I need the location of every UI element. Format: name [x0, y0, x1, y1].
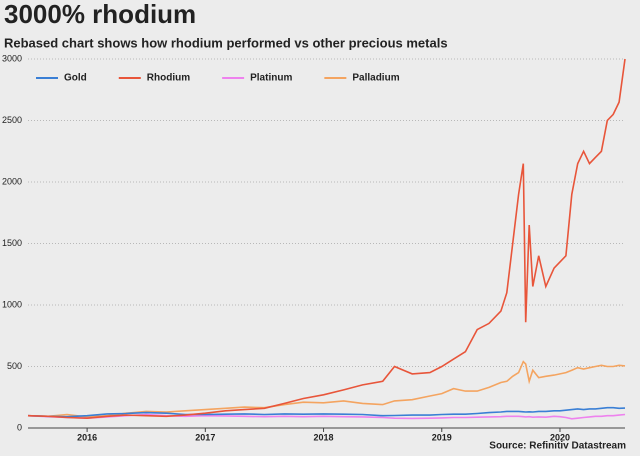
legend-label: Platinum	[250, 73, 292, 84]
line	[27, 58, 626, 420]
y-tick-label: 0	[17, 422, 22, 432]
source: Source: Refinitiv Datastream	[489, 441, 626, 452]
legend-label: Gold	[64, 73, 87, 84]
y-tick-label: 1000	[2, 299, 22, 309]
line	[27, 413, 626, 420]
legend-label: Palladium	[352, 73, 399, 84]
legend-label: Rhodium	[147, 73, 190, 84]
x-tick-label: 2020	[550, 432, 570, 442]
y-tick-label: 2000	[2, 176, 22, 186]
x-tick-label: 2016	[77, 432, 97, 442]
y-tick-label: 2500	[2, 115, 22, 125]
chart-title: 3000% rhodium	[4, 0, 196, 29]
y-tick-label: 1500	[2, 238, 22, 248]
chart-subtitle: Rebased chart shows how rhodium performe…	[4, 35, 448, 50]
x-tick-label: 2017	[195, 432, 215, 442]
x-tick-label: 2018	[314, 432, 334, 442]
x-tick-label: 2019	[432, 432, 452, 442]
y-tick-label: 3000	[2, 53, 22, 63]
line	[27, 360, 626, 418]
y-tick-label: 500	[7, 361, 22, 371]
